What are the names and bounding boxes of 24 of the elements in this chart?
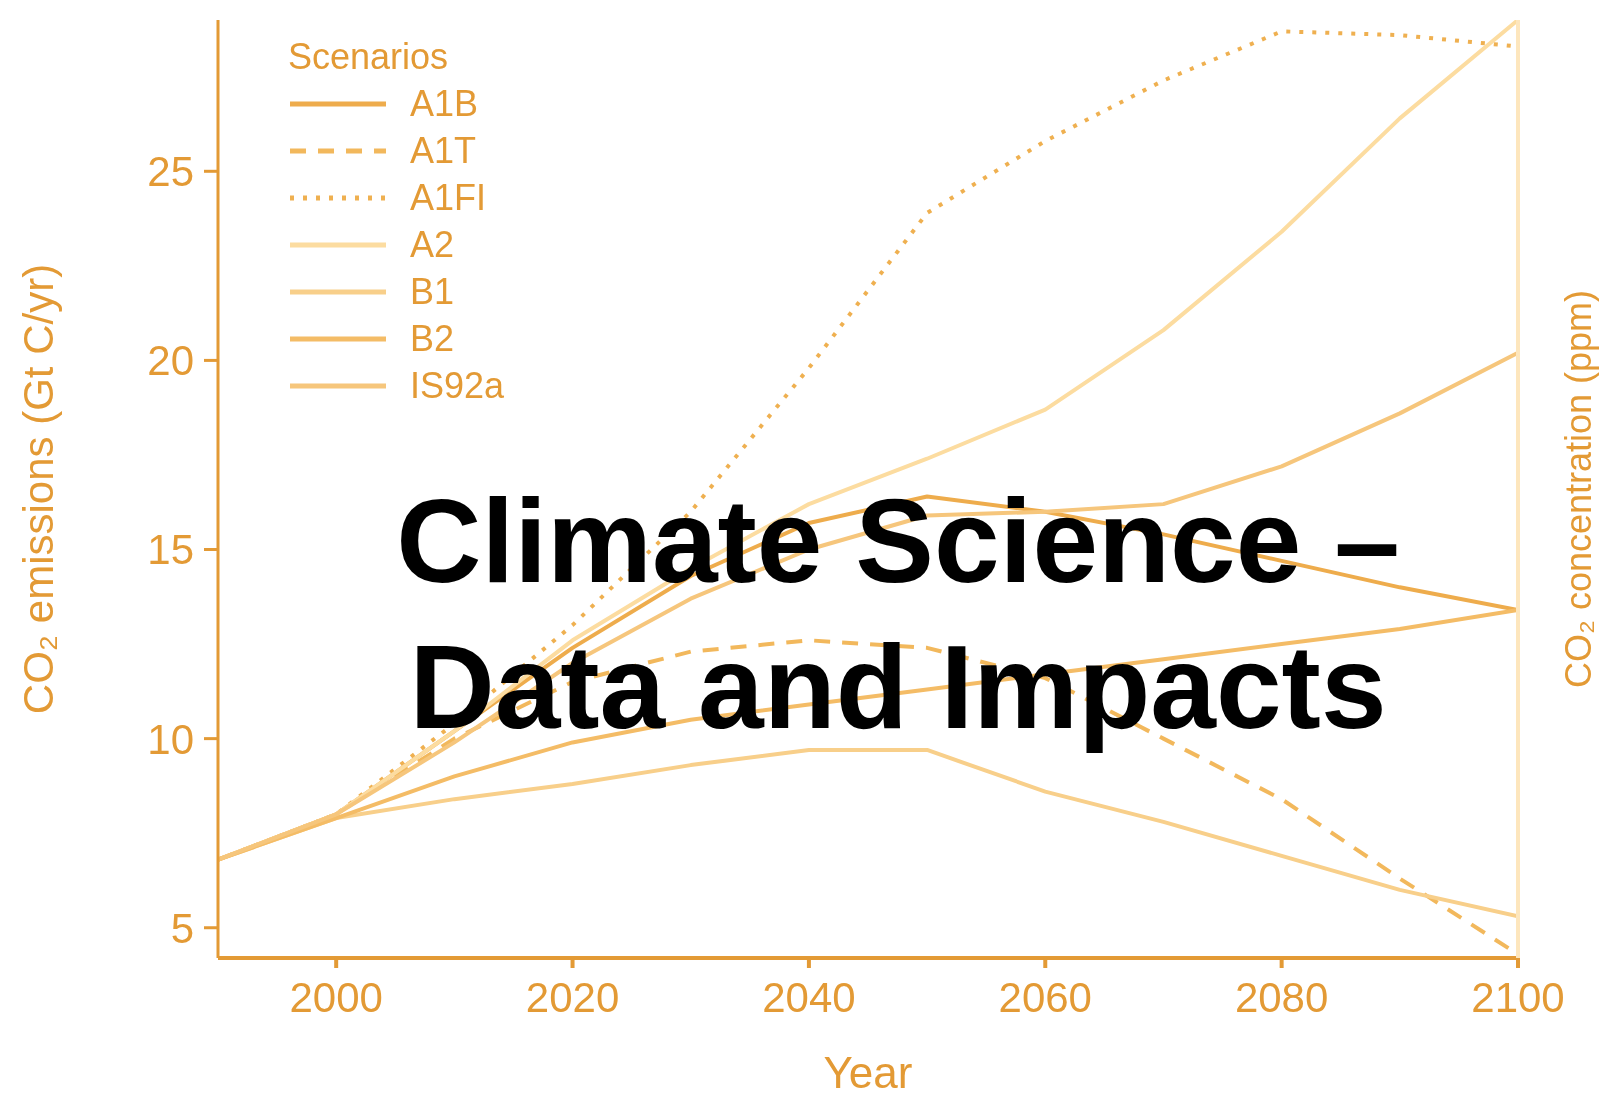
legend-label: A2 bbox=[410, 223, 455, 267]
legend-title: Scenarios bbox=[288, 35, 450, 79]
legend-label: B2 bbox=[410, 317, 455, 361]
line-series bbox=[218, 608, 1518, 862]
line-series bbox=[218, 350, 1518, 862]
legend-label: B1 bbox=[410, 270, 455, 314]
legend-label: A1FI bbox=[410, 176, 487, 220]
y-tick-label: 25 bbox=[147, 148, 194, 196]
x-tick-label: 2100 bbox=[1471, 973, 1565, 1021]
legend-label: A1T bbox=[410, 129, 477, 173]
x-axis-title: Year bbox=[823, 1048, 913, 1097]
x-tick-label: 2040 bbox=[762, 973, 856, 1021]
legend-label: IS92a bbox=[410, 364, 505, 408]
y-axis-title: CO₂ emissions (Gt C/yr) bbox=[14, 263, 62, 715]
legend-label: A1B bbox=[410, 82, 479, 126]
x-tick-label: 2080 bbox=[1234, 973, 1329, 1021]
y-tick-label: 20 bbox=[147, 337, 194, 385]
x-tick-label: 2000 bbox=[289, 973, 383, 1021]
y-tick-label: 10 bbox=[147, 715, 194, 763]
x-tick-label: 2020 bbox=[525, 973, 620, 1021]
y-tick-label: 5 bbox=[170, 904, 194, 952]
x-tick-label: 2060 bbox=[998, 973, 1092, 1021]
y2-axis-title: CO₂ concentration (ppm) bbox=[1557, 289, 1599, 689]
y-tick-label: 15 bbox=[147, 526, 194, 574]
